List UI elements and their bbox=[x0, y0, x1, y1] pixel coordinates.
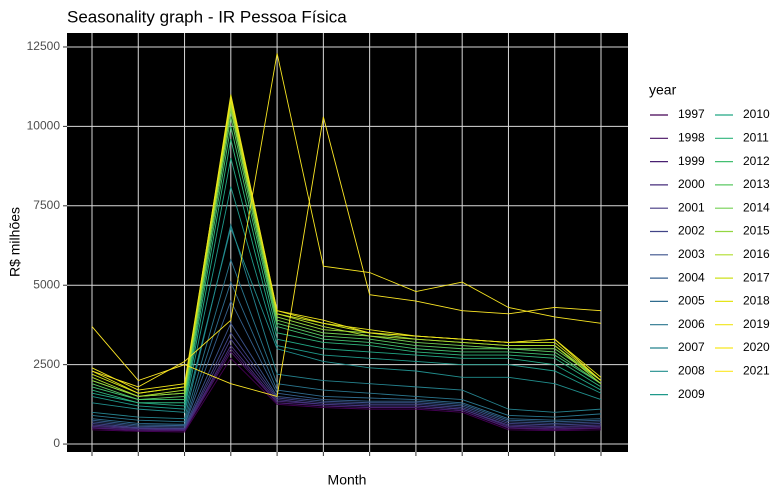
legend-label: 2007 bbox=[678, 340, 705, 354]
y-tick-label: 10000 bbox=[27, 119, 61, 133]
legend-label: 1997 bbox=[678, 107, 705, 121]
series-line bbox=[91, 338, 602, 430]
legend-label: 2019 bbox=[743, 317, 770, 331]
x-axis-title: Month bbox=[328, 472, 367, 488]
legend-label: 2002 bbox=[678, 224, 705, 238]
y-tick-label: 0 bbox=[53, 436, 60, 450]
y-tick-label: 7500 bbox=[33, 198, 60, 212]
legend-label: 2017 bbox=[743, 270, 770, 284]
legend-label: 2009 bbox=[678, 387, 705, 401]
y-tick-label: 12500 bbox=[27, 39, 61, 53]
panel bbox=[67, 33, 628, 452]
legend-label: 2014 bbox=[743, 200, 770, 214]
series-line bbox=[91, 299, 602, 427]
series-line bbox=[91, 223, 602, 420]
series-line bbox=[91, 158, 602, 407]
legend-title: year bbox=[649, 82, 677, 98]
legend-label: 2011 bbox=[743, 130, 769, 144]
series-line bbox=[91, 97, 602, 391]
chart-title: Seasonality graph - IR Pessoa Física bbox=[67, 7, 347, 26]
series-line bbox=[91, 116, 602, 401]
y-axis-title: R$ milhões bbox=[7, 207, 23, 277]
series-line bbox=[91, 126, 602, 401]
legend-label: 2001 bbox=[678, 200, 705, 214]
legend-label: 2021 bbox=[743, 363, 770, 377]
legend-label: 2012 bbox=[743, 154, 770, 168]
legend-label: 1998 bbox=[678, 130, 705, 144]
y-tick-label: 5000 bbox=[33, 277, 60, 291]
series-line bbox=[91, 331, 602, 429]
series-line bbox=[91, 357, 602, 433]
legend-label: 2006 bbox=[678, 317, 705, 331]
legend-label: 2005 bbox=[678, 294, 705, 308]
legend-label: 2018 bbox=[743, 294, 770, 308]
legend-label: 2004 bbox=[678, 270, 705, 284]
legend-label: 1999 bbox=[678, 154, 705, 168]
series-line bbox=[91, 347, 602, 431]
series-line bbox=[91, 116, 602, 397]
series-line bbox=[91, 138, 602, 404]
series-line bbox=[91, 258, 602, 423]
legend-label: 2020 bbox=[743, 340, 770, 354]
legend-label: 2008 bbox=[678, 363, 705, 377]
series-line bbox=[91, 322, 602, 428]
legend-label: 2016 bbox=[743, 247, 770, 261]
series-line bbox=[91, 53, 602, 388]
series-line bbox=[91, 186, 602, 410]
legend-label: 2003 bbox=[678, 247, 705, 261]
legend-label: 2013 bbox=[743, 177, 770, 191]
y-tick-label: 2500 bbox=[33, 357, 60, 371]
legend-label: 2010 bbox=[743, 107, 770, 121]
series-line bbox=[91, 104, 602, 397]
legend-label: 2015 bbox=[743, 224, 770, 238]
series-line bbox=[91, 280, 602, 425]
series-line bbox=[91, 226, 602, 413]
legend-label: 2000 bbox=[678, 177, 705, 191]
